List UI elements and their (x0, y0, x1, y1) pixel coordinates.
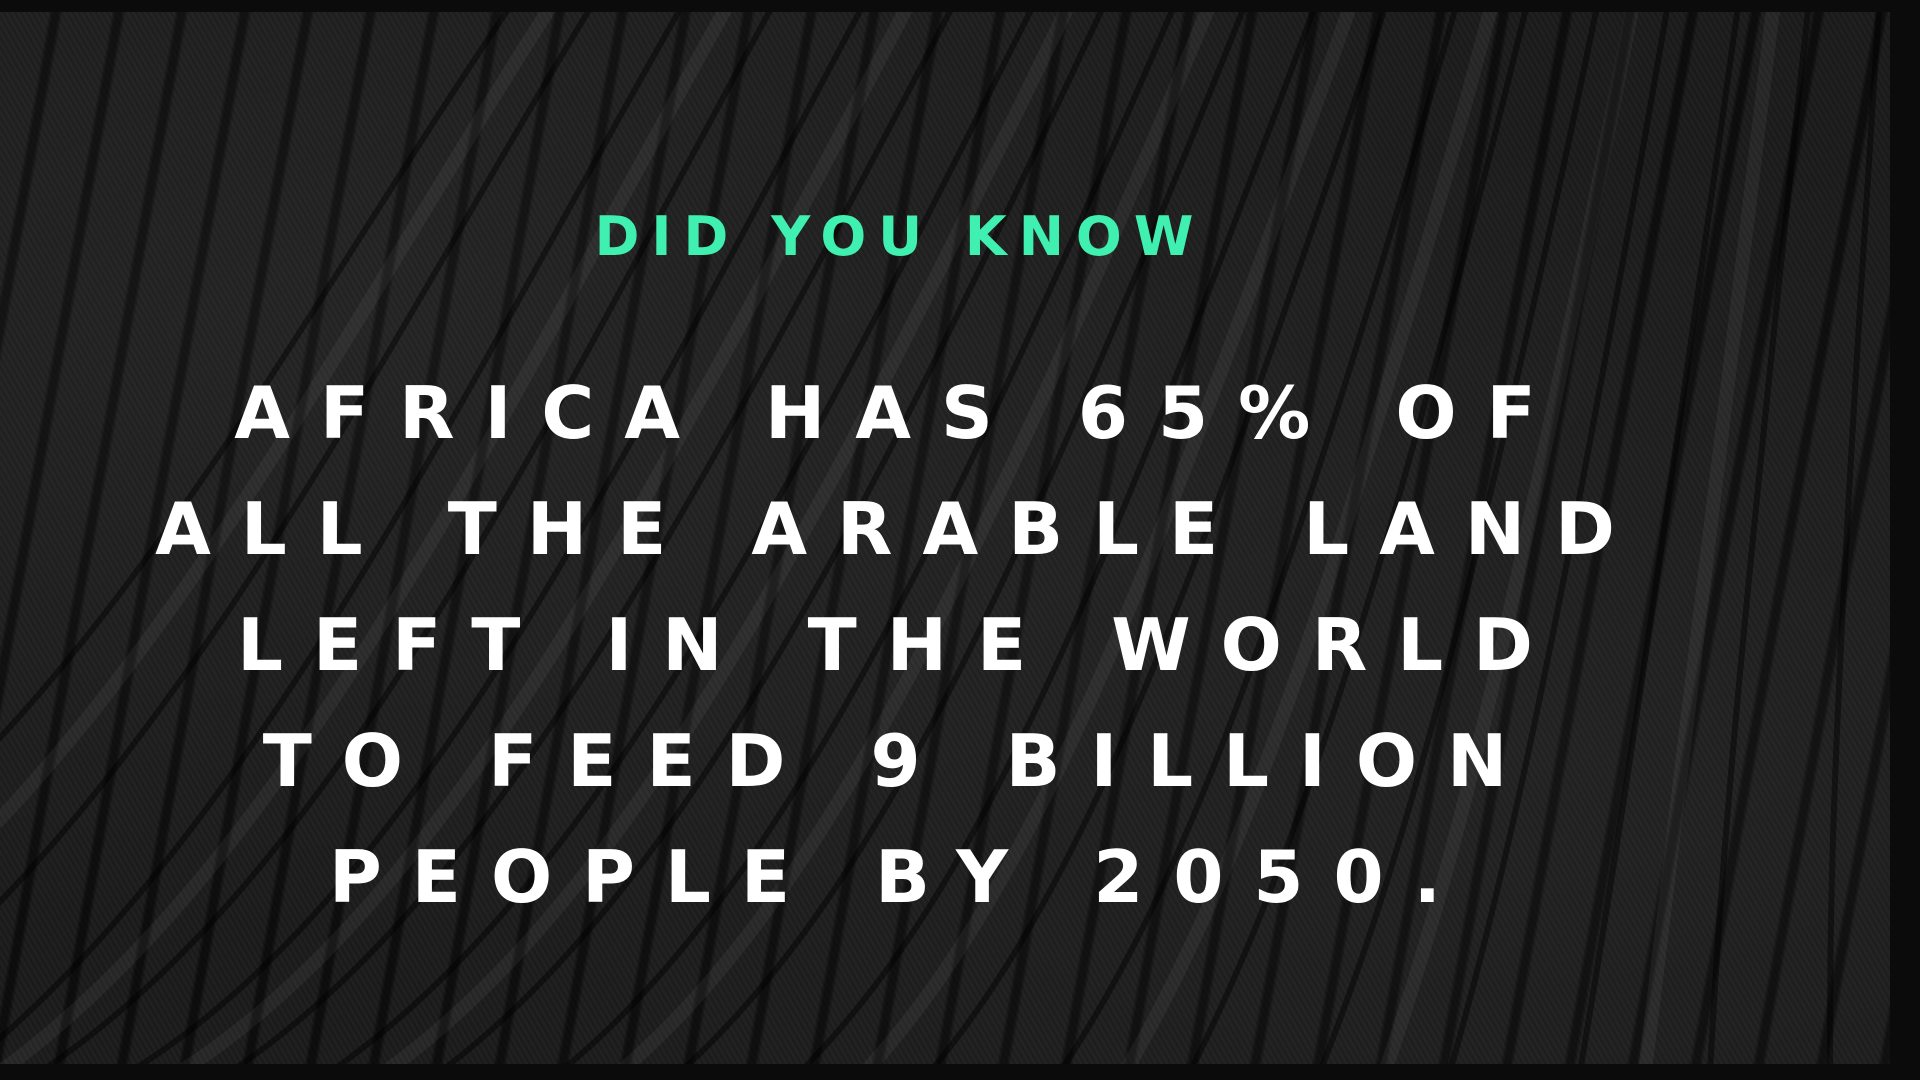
top-border (0, 0, 1920, 12)
crop-rows-texture (0, 12, 1882, 1064)
kicker-heading: DID YOU KNOW (594, 205, 1206, 268)
right-border (1890, 0, 1920, 1080)
fact-statement: AFRICA HAS 65% OF ALL THE ARABLE LAND LE… (155, 371, 1645, 919)
background-photo-crop-rows (0, 12, 1890, 1064)
bottom-border (0, 1064, 1920, 1080)
